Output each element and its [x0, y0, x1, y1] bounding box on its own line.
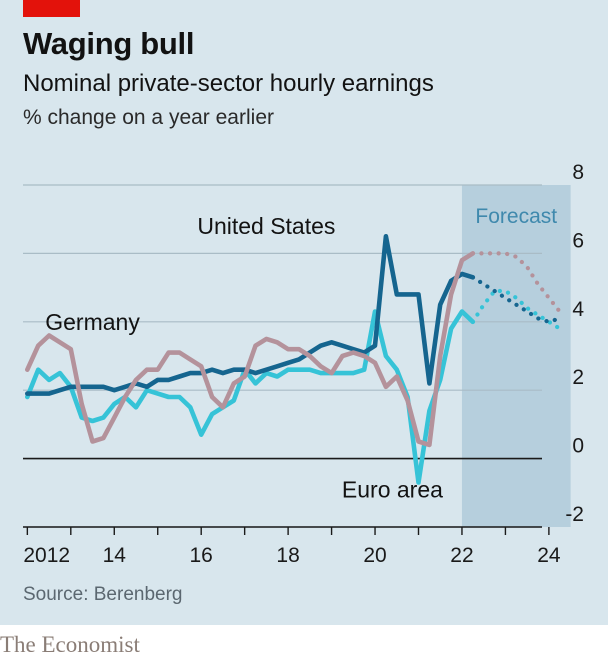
x-tick-label: 20 — [363, 544, 386, 567]
x-tick-label: 2012 — [23, 544, 70, 567]
euro-area-label: Euro area — [342, 476, 443, 502]
chart-card: Waging bull Nominal private-sector hourl… — [0, 0, 608, 625]
brand-red-tag — [23, 0, 80, 17]
chart-title: Waging bull — [23, 26, 195, 61]
y-tick-label: 2 — [572, 366, 584, 389]
economist-logo-text: The Economist — [0, 632, 140, 657]
x-tick-label: 24 — [537, 544, 561, 567]
germany-forecast-line — [470, 251, 562, 314]
source-note: Source: Berenberg — [23, 584, 183, 605]
germany-line — [24, 251, 476, 448]
forecast-label: Forecast — [475, 205, 557, 228]
euro-area-line — [24, 309, 476, 485]
y-tick-label: 0 — [572, 435, 584, 458]
y-tick-label: 6 — [572, 229, 584, 252]
y-tick-label: 4 — [572, 298, 584, 321]
chart-unit-label: % change on a year earlier — [23, 106, 274, 129]
x-tick-label: 16 — [190, 544, 213, 567]
united-states-line — [24, 234, 476, 396]
x-axis: 2012 14 16 18 20 22 24 — [23, 526, 561, 567]
x-tick-label: 14 — [103, 544, 127, 567]
chart-subtitle: Nominal private-sector hourly earnings — [23, 70, 434, 97]
series-lines — [24, 234, 562, 485]
y-tick-label: 8 — [572, 161, 584, 184]
united-states-forecast-line — [470, 275, 562, 324]
y-tick-label: -2 — [565, 503, 584, 526]
line-chart: Forecast 2012 14 16 18 20 22 24 United StatesG… — [23, 161, 584, 567]
euro-area-forecast-line — [470, 288, 562, 331]
forecast-band — [461, 185, 571, 527]
germany-label: Germany — [45, 309, 140, 335]
united-states-label: United States — [197, 213, 335, 239]
series-labels: United States Germany Euro area — [45, 213, 443, 502]
x-tick-label: 22 — [450, 544, 473, 567]
forecast-band-group: Forecast — [461, 185, 571, 527]
y-axis-tick-labels: -2 0 2 4 6 8 — [565, 161, 584, 526]
x-tick-label: 18 — [276, 544, 299, 567]
